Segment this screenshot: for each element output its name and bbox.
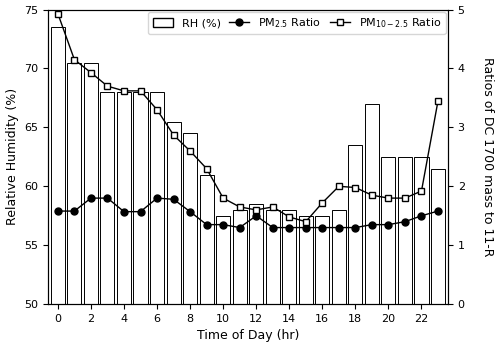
Bar — [51, 27, 65, 348]
PM$_{2.5}$ Ratio — [138, 209, 143, 214]
PM$_{2.5}$ Ratio — [369, 222, 375, 227]
PM$_{10-2.5}$ Ratio — [170, 133, 176, 137]
Bar — [100, 92, 114, 348]
PM$_{10-2.5}$ Ratio — [88, 71, 94, 75]
PM$_{2.5}$ Ratio — [187, 209, 193, 214]
PM$_{10-2.5}$ Ratio — [253, 208, 259, 212]
PM$_{10-2.5}$ Ratio — [270, 205, 276, 209]
PM$_{10-2.5}$ Ratio — [402, 196, 408, 200]
PM$_{2.5}$ Ratio — [220, 222, 226, 227]
PM$_{2.5}$ Ratio — [336, 226, 342, 230]
Bar — [431, 169, 445, 348]
PM$_{10-2.5}$ Ratio — [418, 189, 424, 193]
Bar — [332, 210, 346, 348]
PM$_{2.5}$ Ratio — [170, 197, 176, 201]
Legend: RH (%), PM$_{2.5}$ Ratio, PM$_{10-2.5}$ Ratio: RH (%), PM$_{2.5}$ Ratio, PM$_{10-2.5}$ … — [148, 12, 446, 34]
PM$_{2.5}$ Ratio — [88, 196, 94, 200]
Bar — [316, 216, 330, 348]
Bar — [382, 157, 396, 348]
PM$_{2.5}$ Ratio — [154, 196, 160, 200]
Bar — [183, 133, 197, 348]
PM$_{2.5}$ Ratio — [253, 214, 259, 218]
PM$_{10-2.5}$ Ratio — [72, 57, 78, 62]
PM$_{2.5}$ Ratio — [418, 214, 424, 218]
PM$_{10-2.5}$ Ratio — [104, 84, 110, 88]
PM$_{10-2.5}$ Ratio — [55, 11, 61, 16]
Bar — [134, 92, 147, 348]
Bar — [299, 216, 313, 348]
PM$_{10-2.5}$ Ratio — [352, 185, 358, 190]
PM$_{2.5}$ Ratio — [270, 226, 276, 230]
PM$_{2.5}$ Ratio — [435, 209, 441, 213]
Bar — [216, 216, 230, 348]
Bar — [117, 92, 131, 348]
PM$_{2.5}$ Ratio — [402, 220, 408, 224]
Y-axis label: Relative Humidity (%): Relative Humidity (%) — [6, 88, 18, 226]
Bar — [200, 175, 213, 348]
Bar — [398, 157, 412, 348]
PM$_{2.5}$ Ratio — [55, 209, 61, 213]
PM$_{10-2.5}$ Ratio — [154, 108, 160, 112]
Bar — [166, 121, 180, 348]
PM$_{2.5}$ Ratio — [303, 226, 309, 230]
PM$_{2.5}$ Ratio — [352, 226, 358, 230]
PM$_{10-2.5}$ Ratio — [187, 149, 193, 153]
PM$_{2.5}$ Ratio — [121, 209, 127, 214]
PM$_{10-2.5}$ Ratio — [386, 196, 392, 200]
Bar — [348, 145, 362, 348]
Line: PM$_{2.5}$ Ratio: PM$_{2.5}$ Ratio — [54, 195, 442, 231]
Y-axis label: Ratios of DC 1700 mass to 11-R: Ratios of DC 1700 mass to 11-R — [482, 57, 494, 256]
Bar — [365, 104, 379, 348]
Bar — [68, 63, 82, 348]
PM$_{10-2.5}$ Ratio — [320, 201, 326, 205]
PM$_{10-2.5}$ Ratio — [286, 215, 292, 219]
PM$_{10-2.5}$ Ratio — [336, 184, 342, 188]
Bar — [282, 210, 296, 348]
PM$_{10-2.5}$ Ratio — [204, 167, 210, 171]
PM$_{10-2.5}$ Ratio — [121, 89, 127, 93]
X-axis label: Time of Day (hr): Time of Day (hr) — [197, 330, 299, 342]
Bar — [150, 92, 164, 348]
Bar — [232, 210, 246, 348]
PM$_{10-2.5}$ Ratio — [369, 193, 375, 197]
Bar — [84, 63, 98, 348]
Bar — [414, 157, 428, 348]
PM$_{2.5}$ Ratio — [320, 226, 326, 230]
PM$_{10-2.5}$ Ratio — [236, 205, 242, 209]
PM$_{2.5}$ Ratio — [72, 209, 78, 213]
PM$_{10-2.5}$ Ratio — [303, 220, 309, 224]
PM$_{2.5}$ Ratio — [104, 196, 110, 200]
PM$_{10-2.5}$ Ratio — [220, 196, 226, 200]
PM$_{10-2.5}$ Ratio — [138, 89, 143, 93]
Line: PM$_{10-2.5}$ Ratio: PM$_{10-2.5}$ Ratio — [54, 10, 442, 225]
PM$_{10-2.5}$ Ratio — [435, 99, 441, 103]
Bar — [249, 204, 263, 348]
PM$_{2.5}$ Ratio — [286, 226, 292, 230]
Bar — [266, 210, 280, 348]
PM$_{2.5}$ Ratio — [236, 226, 242, 230]
PM$_{2.5}$ Ratio — [386, 222, 392, 227]
PM$_{2.5}$ Ratio — [204, 222, 210, 227]
